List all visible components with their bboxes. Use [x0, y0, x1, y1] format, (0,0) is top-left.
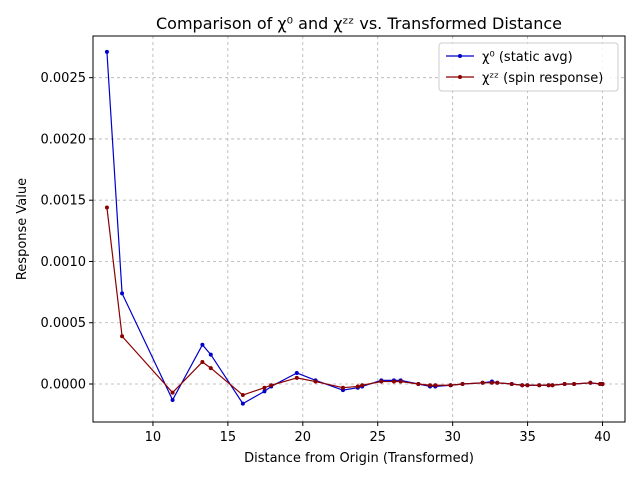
y-tick-label: 0.0000 [41, 378, 87, 393]
data-point [416, 382, 421, 387]
data-point [313, 379, 318, 384]
data-point [269, 383, 274, 388]
legend: χ⁰ (static avg) χᶻᶻ (spin response) [438, 42, 619, 92]
x-tick-label: 35 [519, 430, 536, 445]
data-point [294, 375, 299, 380]
data-point [170, 390, 175, 395]
data-point [398, 379, 403, 384]
x-tick-label: 15 [220, 430, 237, 445]
x-tick-label: 25 [369, 430, 386, 445]
data-point [600, 382, 605, 387]
data-point [489, 380, 494, 385]
legend-marker-series-1 [458, 54, 462, 58]
data-point [240, 401, 245, 406]
grid [93, 36, 625, 422]
data-point [391, 379, 396, 384]
legend-box [438, 42, 619, 92]
data-point [428, 383, 433, 388]
data-point [550, 383, 555, 388]
data-point [208, 366, 213, 371]
data-point [525, 383, 530, 388]
data-point [120, 291, 125, 296]
data-point [104, 49, 109, 54]
legend-label-series-1: χ⁰ (static avg) [482, 50, 573, 65]
data-point [170, 397, 175, 402]
data-point [379, 379, 384, 384]
x-tick-label: 40 [594, 430, 611, 445]
y-tick-label: 0.0015 [41, 194, 87, 209]
data-point [340, 385, 345, 390]
chart-title: Comparison of χ⁰ and χᶻᶻ vs. Transformed… [156, 14, 562, 33]
data-point [294, 370, 299, 375]
data-point [200, 359, 205, 364]
x-tick-label: 30 [444, 430, 461, 445]
legend-label-series-2: χᶻᶻ (spin response) [482, 71, 603, 86]
series-2 [104, 205, 605, 398]
data-point [460, 382, 465, 387]
data-point [240, 393, 245, 398]
data-point [200, 342, 205, 347]
data-point [572, 382, 577, 387]
data-point [208, 352, 213, 357]
y-tick-label: 0.0010 [41, 255, 87, 270]
data-point [588, 380, 593, 385]
data-point [495, 380, 500, 385]
x-tick-label: 20 [295, 430, 312, 445]
data-point [104, 205, 109, 210]
y-tick-label: 0.0025 [41, 71, 87, 86]
legend-marker-series-2 [458, 75, 462, 79]
data-point [520, 383, 525, 388]
x-axis-label: Distance from Origin (Transformed) [244, 451, 474, 466]
plot-series [104, 49, 605, 406]
x-tick-label: 10 [145, 430, 162, 445]
data-point [262, 385, 267, 390]
data-point [360, 383, 365, 388]
data-point [537, 383, 542, 388]
data-point [433, 383, 438, 388]
data-point [262, 389, 267, 394]
data-point [546, 383, 551, 388]
plot-frame [92, 35, 626, 423]
data-point [120, 334, 125, 339]
data-point [355, 384, 360, 389]
data-point [509, 382, 514, 387]
y-tick-label: 0.0005 [41, 316, 87, 331]
axes: 10 15 20 25 30 35 40 0.0000 0.0005 0.0010 0.0015 0.… [41, 71, 611, 445]
y-axis-label: Response Value [15, 178, 30, 280]
data-point [480, 380, 485, 385]
data-point [562, 382, 567, 387]
y-tick-label: 0.0020 [41, 132, 87, 147]
data-point [448, 383, 453, 388]
